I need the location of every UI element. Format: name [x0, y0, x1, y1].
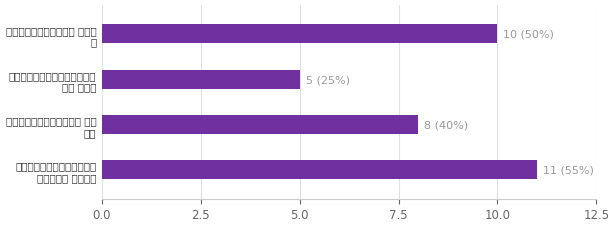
Text: 11 (55%): 11 (55%) [543, 165, 594, 175]
Bar [102, 160, 537, 179]
Text: 10 (50%): 10 (50%) [504, 30, 554, 40]
Text: 8 (40%): 8 (40%) [424, 120, 469, 130]
Bar [102, 115, 418, 134]
Bar [102, 25, 498, 44]
Text: 5 (25%): 5 (25%) [306, 75, 349, 85]
Bar [102, 70, 300, 89]
